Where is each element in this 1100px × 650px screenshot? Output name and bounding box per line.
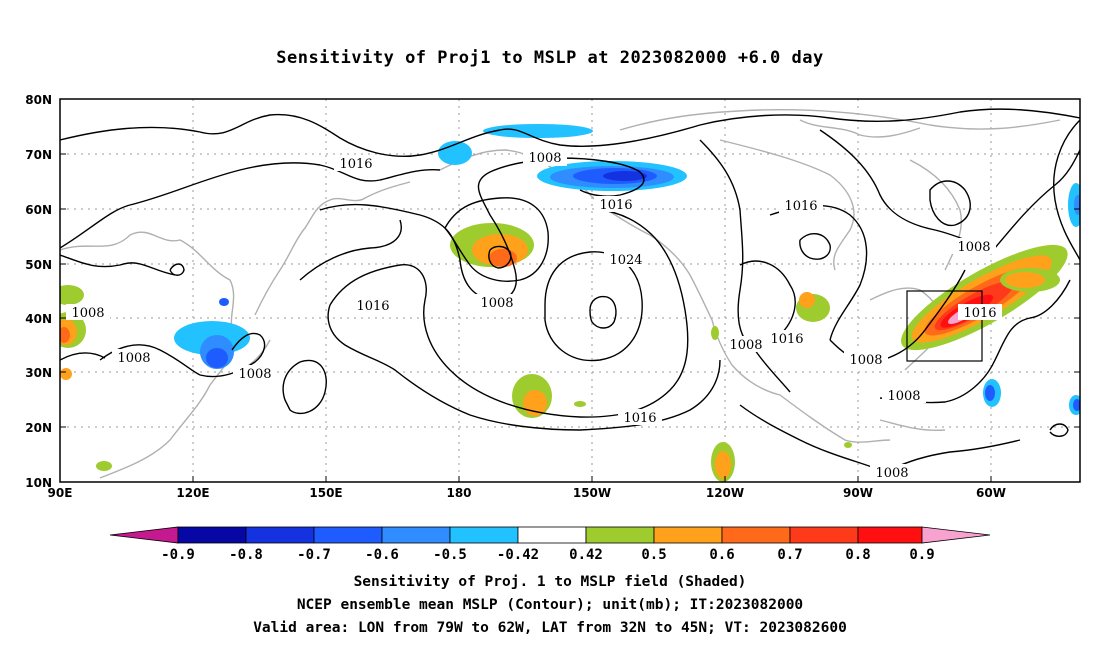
lon-label: 150E xyxy=(309,486,342,500)
lat-label: 50N xyxy=(25,258,52,272)
colorbar-swatch xyxy=(245,526,315,544)
colorbar-swatch xyxy=(789,526,859,544)
lat-label: 80N xyxy=(25,93,52,107)
colorbar-swatch xyxy=(313,526,383,544)
contour-label: 1008 xyxy=(729,338,762,353)
contour-label: 1008 xyxy=(887,389,920,404)
coastlines xyxy=(60,108,1061,479)
mslp-contours xyxy=(60,108,1080,471)
lat-label: 40N xyxy=(25,312,52,326)
lat-label: 10N xyxy=(25,476,52,490)
contour-label: 1008 xyxy=(849,353,882,368)
colorbar-swatch xyxy=(177,526,247,544)
colorbar-label: -0.9 xyxy=(161,547,195,563)
colorbar-swatch xyxy=(585,526,655,544)
contour-label: 1008 xyxy=(480,296,513,311)
longitude-labels: 90E 120E 150E 180 150W 120W 90W 60W xyxy=(48,486,1006,500)
colorbar: -0.9 -0.8 -0.7 -0.6 -0.5 -0.42 0.42 0.5 … xyxy=(109,526,991,563)
contour-label: 1016 xyxy=(784,199,817,214)
contour-label: 1016 xyxy=(770,332,803,347)
contour-labels: 1016 1008 1016 1016 1024 1008 1016 1008 … xyxy=(66,150,1002,481)
lat-label: 70N xyxy=(25,148,52,162)
latitude-labels: 80N 70N 60N 50N 40N 30N 20N 10N xyxy=(25,93,52,490)
lat-label: 60N xyxy=(25,203,52,217)
map-title: Sensitivity of Proj1 to MSLP at 20230820… xyxy=(276,48,824,68)
lon-label: 90E xyxy=(48,486,73,500)
contour-label: 1008 xyxy=(71,306,104,321)
colorbar-label: 0.8 xyxy=(845,547,870,563)
contour-label: 1008 xyxy=(238,367,271,382)
footer-line-3: Valid area: LON from 79W to 62W, LAT fro… xyxy=(253,620,847,636)
contour-label: 1008 xyxy=(875,466,908,481)
colorbar-label: 0.9 xyxy=(909,547,934,563)
colorbar-arrow-high xyxy=(921,526,991,544)
lon-label: 120E xyxy=(176,486,209,500)
contour-label: 1016 xyxy=(356,299,389,314)
colorbar-label: -0.6 xyxy=(365,547,399,563)
colorbar-swatch xyxy=(517,526,587,544)
footer-line-1: Sensitivity of Proj. 1 to MSLP field (Sh… xyxy=(353,574,747,590)
colorbar-label: -0.7 xyxy=(297,547,331,563)
colorbar-label: 0.6 xyxy=(709,547,734,563)
contour-label: 1016 xyxy=(339,157,372,172)
colorbar-swatch xyxy=(653,526,723,544)
colorbar-label: -0.42 xyxy=(497,547,539,563)
colorbar-swatch xyxy=(857,526,923,544)
lon-label: 90W xyxy=(843,486,873,500)
contour-label: 1016 xyxy=(623,411,656,426)
colorbar-swatch xyxy=(381,526,451,544)
lat-label: 20N xyxy=(25,421,52,435)
contour-label: 1008 xyxy=(117,351,150,366)
colorbar-label: -0.5 xyxy=(433,547,467,563)
contour-label: 1024 xyxy=(609,253,642,268)
colorbar-swatch xyxy=(449,526,519,544)
colorbar-label: 0.42 xyxy=(569,547,603,563)
map-frame xyxy=(59,98,1081,483)
svg-text:1016: 1016 xyxy=(963,306,996,321)
colorbar-label: 0.7 xyxy=(777,547,802,563)
lon-label: 180 xyxy=(446,486,471,500)
lon-label: 60W xyxy=(976,486,1006,500)
colorbar-label: 0.5 xyxy=(641,547,666,563)
colorbar-swatch xyxy=(721,526,791,544)
lat-label: 30N xyxy=(25,366,52,380)
colorbar-arrow-low xyxy=(109,526,179,544)
lon-label: 120W xyxy=(706,486,744,500)
lon-label: 150W xyxy=(573,486,611,500)
footer-line-2: NCEP ensemble mean MSLP (Contour); unit(… xyxy=(296,597,804,613)
valid-area-box xyxy=(906,290,983,362)
colorbar-label: -0.8 xyxy=(229,547,263,563)
svg-text:1008: 1008 xyxy=(957,240,990,255)
axis-ticks xyxy=(60,153,1080,482)
contour-label: 1008 xyxy=(528,151,561,166)
contour-label: 1016 xyxy=(599,198,632,213)
